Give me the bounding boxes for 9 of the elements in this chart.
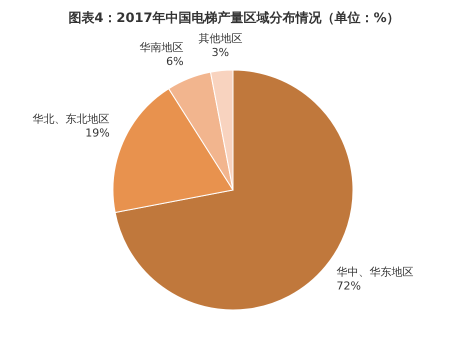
slice-label: 华北、东北地区 bbox=[32, 112, 110, 126]
slice-label: 华中、华东地区 bbox=[336, 266, 414, 279]
slice-label: 其他地区 bbox=[198, 32, 242, 46]
data-label: 3% bbox=[212, 46, 230, 60]
slice-label: 华南地区 bbox=[140, 41, 184, 54]
data-label: 6% bbox=[166, 55, 184, 68]
data-label: 19% bbox=[85, 126, 110, 140]
chart-title: 图表4：2017年中国电梯产量区域分布情况（单位：%） bbox=[68, 10, 400, 26]
data-label: 72% bbox=[336, 280, 362, 293]
